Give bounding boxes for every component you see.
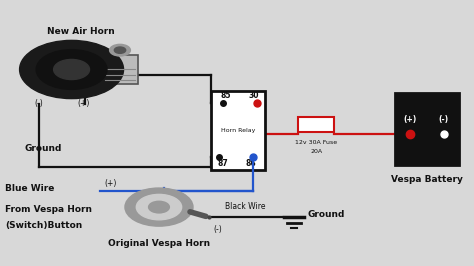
Bar bbox=[298, 117, 334, 132]
Circle shape bbox=[148, 201, 169, 213]
Text: Black Wire: Black Wire bbox=[225, 202, 265, 211]
Text: 86: 86 bbox=[245, 159, 256, 168]
Text: 85: 85 bbox=[220, 92, 231, 101]
Text: (Switch)Button: (Switch)Button bbox=[5, 221, 82, 230]
Bar bbox=[211, 91, 265, 170]
Text: 20A: 20A bbox=[310, 149, 322, 154]
Bar bbox=[395, 93, 459, 165]
Text: New Air Horn: New Air Horn bbox=[47, 27, 115, 36]
Circle shape bbox=[137, 194, 182, 220]
Text: Ground: Ground bbox=[24, 144, 62, 153]
Text: Original Vespa Horn: Original Vespa Horn bbox=[108, 239, 210, 248]
Text: (-): (-) bbox=[439, 115, 449, 124]
Text: 12v 30A Fuse: 12v 30A Fuse bbox=[295, 140, 337, 145]
FancyArrowPatch shape bbox=[190, 212, 206, 216]
Text: 87: 87 bbox=[217, 159, 228, 168]
Circle shape bbox=[114, 47, 126, 53]
Text: (-): (-) bbox=[213, 225, 222, 234]
Circle shape bbox=[125, 188, 193, 226]
Text: Horn Relay: Horn Relay bbox=[221, 128, 255, 133]
Circle shape bbox=[36, 50, 107, 89]
Text: Blue Wire: Blue Wire bbox=[5, 184, 55, 193]
Text: (-): (-) bbox=[34, 99, 43, 108]
Text: (+): (+) bbox=[105, 179, 117, 188]
Text: (+): (+) bbox=[77, 99, 90, 108]
Bar bbox=[102, 55, 138, 84]
Text: Ground: Ground bbox=[308, 210, 345, 219]
Text: From Vespa Horn: From Vespa Horn bbox=[5, 205, 92, 214]
Circle shape bbox=[19, 40, 124, 99]
Text: 30: 30 bbox=[249, 92, 259, 101]
Text: (+): (+) bbox=[404, 115, 417, 124]
Circle shape bbox=[109, 44, 130, 56]
Circle shape bbox=[54, 59, 90, 80]
Text: Vespa Battery: Vespa Battery bbox=[391, 175, 463, 184]
